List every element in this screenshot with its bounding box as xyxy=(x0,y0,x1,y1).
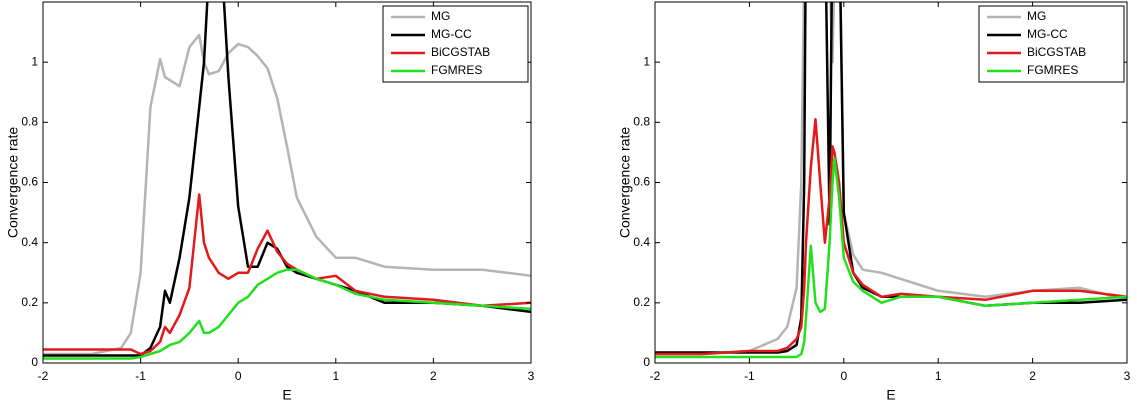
series-line xyxy=(43,33,531,356)
y-tick-label: 0 xyxy=(31,355,38,369)
y-tick-label: 0.4 xyxy=(21,235,38,249)
legend-label: BiCGSTAB xyxy=(1027,45,1086,59)
series-line xyxy=(655,2,1127,356)
y-axis-label: Convergence rate xyxy=(5,127,21,239)
x-tick-label: -2 xyxy=(650,369,661,383)
y-tick-label: 0.2 xyxy=(21,295,38,309)
y-tick-label: 0.4 xyxy=(633,235,650,249)
legend-label: MG-CC xyxy=(1027,27,1068,41)
legend-label: BiCGSTAB xyxy=(431,45,490,59)
x-axis-label: E xyxy=(886,387,895,403)
x-tick-label: 3 xyxy=(528,369,535,383)
legend-box xyxy=(382,5,529,83)
x-tick-label: 1 xyxy=(935,369,942,383)
x-tick-label: 0 xyxy=(840,369,847,383)
x-tick-label: -1 xyxy=(135,369,146,383)
series-line xyxy=(655,157,1127,359)
series-line xyxy=(43,268,531,360)
y-tick-label: 0.6 xyxy=(21,175,38,189)
legend-label: MG xyxy=(1027,9,1046,23)
x-tick-label: 2 xyxy=(1029,369,1036,383)
legend-label: FGMRES xyxy=(431,63,482,77)
y-tick-label: 1 xyxy=(643,54,650,68)
y-tick-label: 0.8 xyxy=(633,115,650,129)
x-tick-label: 3 xyxy=(1124,369,1131,383)
y-tick-label: 0.8 xyxy=(21,115,38,129)
y-tick-label: 0.6 xyxy=(633,175,650,189)
series-line xyxy=(43,193,531,356)
x-tick-label: -2 xyxy=(38,369,49,383)
x-tick-label: 0 xyxy=(235,369,242,383)
legend-label: FGMRES xyxy=(1027,63,1078,77)
y-tick-label: 0.2 xyxy=(633,295,650,309)
x-tick-label: 2 xyxy=(430,369,437,383)
y-tick-label: 0 xyxy=(643,355,650,369)
legend-box xyxy=(978,5,1125,83)
x-tick-label: -1 xyxy=(744,369,755,383)
x-tick-label: 1 xyxy=(332,369,339,383)
legend-label: MG xyxy=(431,9,450,23)
y-tick-label: 1 xyxy=(31,54,38,68)
x-axis-label: E xyxy=(282,387,291,403)
y-axis-label: Convergence rate xyxy=(617,127,633,239)
legend-label: MG-CC xyxy=(431,27,472,41)
